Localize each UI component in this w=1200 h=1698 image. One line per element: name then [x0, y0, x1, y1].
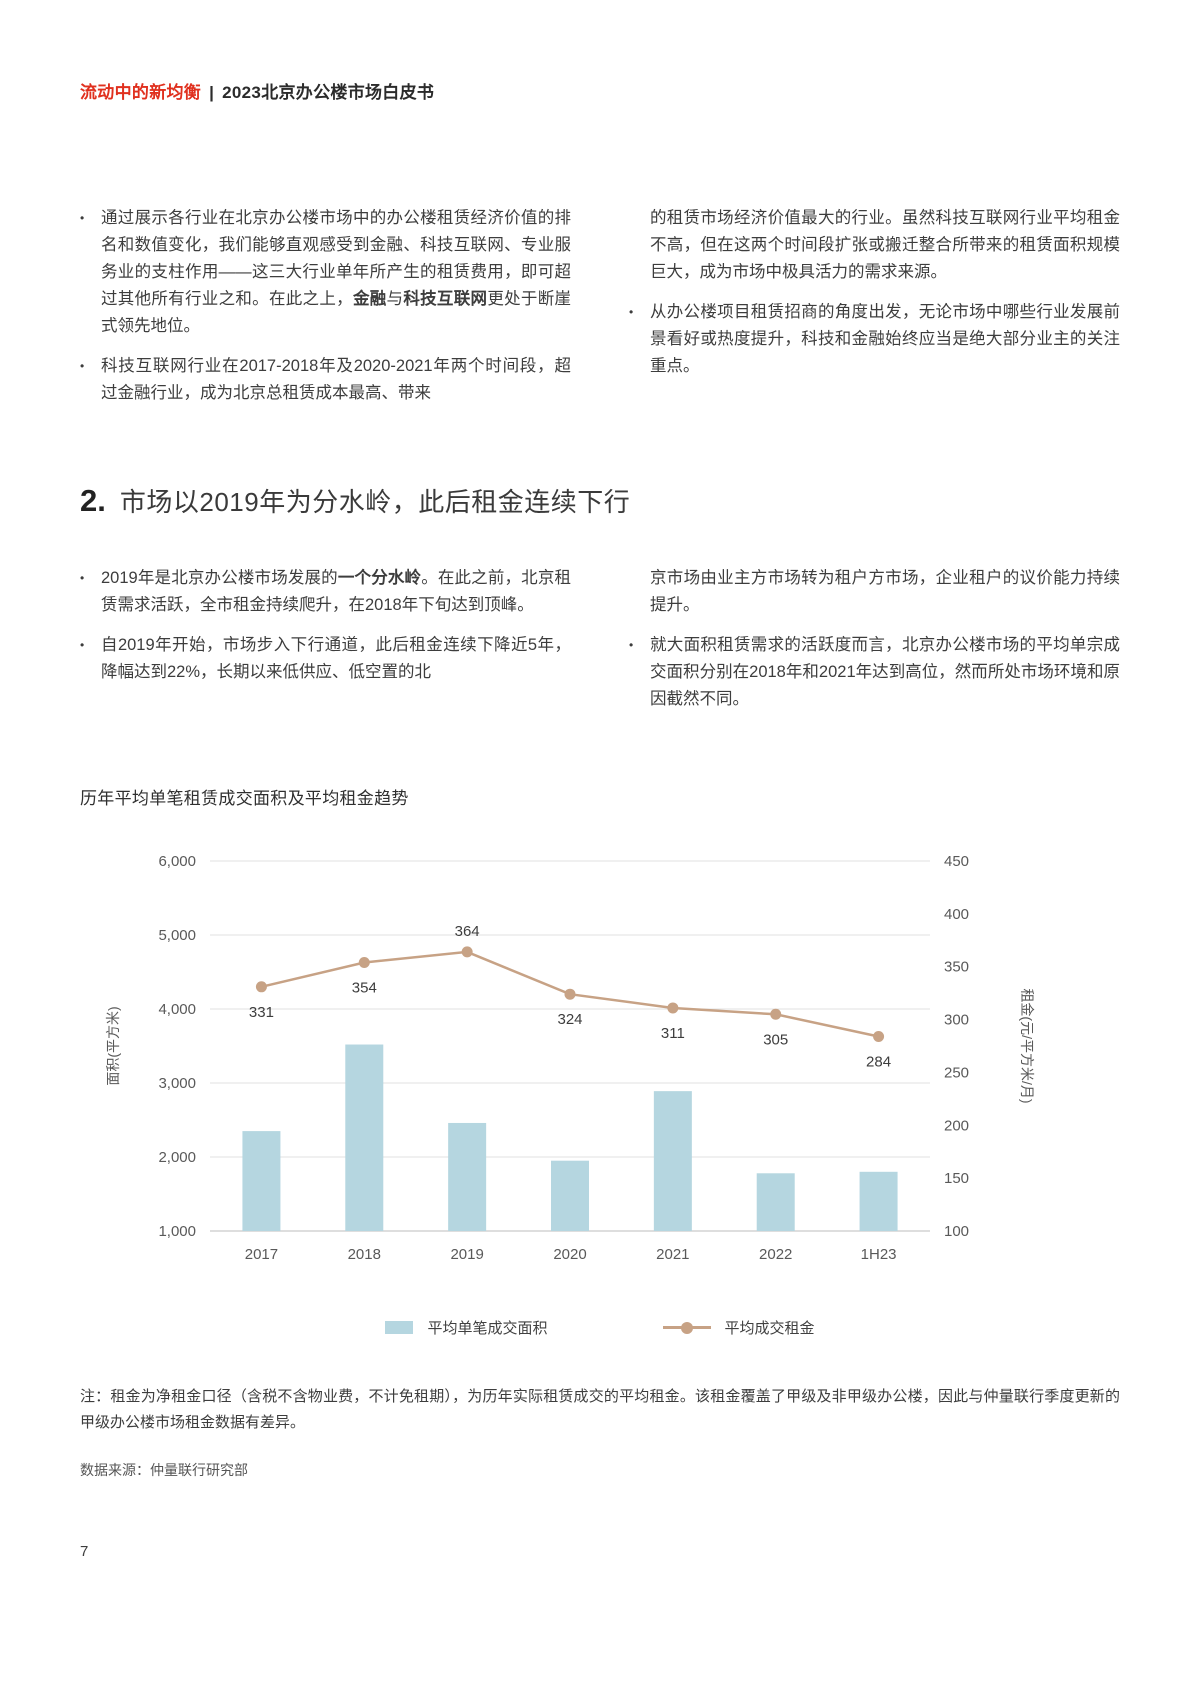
bullet-text: 就大面积租赁需求的活跃度而言，北京办公楼市场的平均单宗成交面积分别在2018年和… [650, 636, 1120, 708]
legend-item: 平均单笔成交面积 [385, 1317, 548, 1338]
chart-legend: 平均单笔成交面积 平均成交租金 [80, 1317, 1120, 1338]
doc-title-name: 2023北京办公楼市场白皮书 [222, 83, 435, 102]
area-bar-1H23 [859, 1171, 898, 1231]
right-axis-tick: 250 [944, 1064, 969, 1081]
bullet-dot: • [80, 359, 85, 373]
bullet-text: 科技互联网行业在2017-2018年及2020-2021年两个时间段，超过金融行… [101, 357, 571, 402]
legend-label: 平均单笔成交面积 [427, 1320, 548, 1337]
rent-point-2017 [255, 981, 267, 993]
rent-data-label: 311 [661, 1025, 685, 1042]
x-axis-label: 2021 [656, 1246, 689, 1263]
intro-section: • 通过展示各行业在北京办公楼市场中的办公楼租赁经济价值的排名和数值变化，我们能够… [80, 205, 1120, 420]
left-axis-title: 面积(平方米) [105, 1006, 121, 1085]
rent-data-label: 331 [249, 1004, 274, 1021]
rent-data-label: 354 [352, 979, 377, 996]
page-header: 流动中的新均衡 | 2023北京办公楼市场白皮书 [80, 78, 1120, 103]
area-bar-2020 [551, 1160, 589, 1231]
area-bar-2019 [448, 1122, 487, 1231]
paragraph-continuation: •的租赁市场经济价值最大的行业。虽然科技互联网行业平均租金不高，但在这两个时间段… [629, 205, 1120, 286]
left-axis-tick: 3,000 [158, 1075, 196, 1092]
section-number: 2. [80, 483, 106, 518]
left-axis-tick: 4,000 [158, 1001, 196, 1018]
rent-data-label: 284 [866, 1053, 891, 1070]
x-axis-label: 2020 [553, 1246, 586, 1263]
bullet-item: • 科技互联网行业在2017-2018年及2020-2021年两个时间段，超过金融… [80, 353, 571, 407]
left-axis-tick: 1,000 [158, 1223, 196, 1240]
combo-chart: 1,000 2,000 3,000 4,000 5,000 6,000 100 150 200 2… [80, 839, 1120, 1309]
bullet-item: • 通过展示各行业在北京办公楼市场中的办公楼租赁经济价值的排名和数值变化，我们能够… [80, 205, 571, 340]
legend-item: 平均成交租金 [662, 1317, 815, 1338]
rent-point-2020 [564, 988, 576, 1000]
rent-point-1H23 [873, 1030, 885, 1042]
right-axis-tick: 300 [944, 1012, 969, 1029]
rent-data-label: 324 [557, 1011, 582, 1028]
doc-title-divider: | [209, 83, 215, 102]
page-number: 7 [80, 1543, 89, 1560]
left-axis-tick: 5,000 [158, 927, 196, 944]
x-axis-label: 2019 [450, 1246, 483, 1263]
legend-label: 平均成交租金 [724, 1320, 815, 1337]
x-axis-label: 1H23 [861, 1246, 897, 1263]
doc-title-theme: 流动中的新均衡 [80, 83, 202, 102]
rent-point-2019 [461, 946, 473, 958]
section-2-body: • 2019年是北京办公楼市场发展的一个分水岭。在此之前，北京租赁需求活跃，全市租… [80, 565, 1120, 726]
bullet-dot: • [80, 638, 85, 652]
bullet-dot: • [80, 211, 85, 225]
chart-title: 历年平均单笔租赁成交面积及平均租金趋势 [80, 789, 409, 808]
intro-left-column: • 通过展示各行业在北京办公楼市场中的办公楼租赁经济价值的排名和数值变化，我们能够… [80, 205, 571, 420]
left-axis-tick: 6,000 [158, 853, 196, 870]
right-axis-tick: 100 [944, 1223, 969, 1240]
bullet-text: 的租赁市场经济价值最大的行业。虽然科技互联网行业平均租金不高，但在这两个时间段扩… [650, 209, 1120, 281]
area-bar-2017 [242, 1131, 281, 1231]
chart-canvas: 1,000 2,000 3,000 4,000 5,000 6,000 100 150 200 2… [105, 853, 1035, 1263]
bullet-text: 从办公楼项目租赁招商的角度出发，无论市场中哪些行业发展前景看好或热度提升，科技和… [650, 303, 1120, 375]
rent-point-2022 [770, 1008, 782, 1020]
area-bar-2018 [345, 1044, 384, 1231]
x-axis-label: 2017 [245, 1246, 278, 1263]
right-axis-tick: 150 [944, 1170, 969, 1187]
rent-data-label: 305 [763, 1031, 788, 1048]
area-bar-2021 [653, 1091, 692, 1231]
right-axis-tick: 450 [944, 853, 969, 870]
bullet-item: • 2019年是北京办公楼市场发展的一个分水岭。在此之前，北京租赁需求活跃，全市租… [80, 565, 571, 619]
section-2-heading: 2. 市场以2019年为分水岭，此后租金连续下行 [80, 482, 1120, 519]
right-axis-tick: 400 [944, 906, 969, 923]
right-axis-title: 租金(元/平方米/月) [1019, 988, 1035, 1103]
legend-bar-swatch [385, 1321, 414, 1334]
bullet-item: • 就大面积租赁需求的活跃度而言，北京办公楼市场的平均单宗成交面积分别在2018年… [629, 632, 1120, 713]
intro-right-column: • 的租赁市场经济价值最大的行业。虽然科技互联网行业平均租金不高，但在这两个时间段… [629, 205, 1120, 420]
data-source: 数据来源：仲量联行研究部 [80, 1462, 248, 1478]
x-axis-label: 2022 [759, 1246, 792, 1263]
right-axis-tick: 200 [944, 1117, 969, 1134]
bullet-item: • 从办公楼项目租赁招商的角度出发，无论市场中哪些行业发展前景看好或热度提升，科技… [629, 299, 1120, 380]
area-bar-2022 [756, 1173, 795, 1231]
chart-footnote: 注：租金为净租金口径（含税不含物业费，不计免租期），为历年实际租赁成交的平均租金… [80, 1388, 1120, 1431]
bullet-text: 2019年是北京办公楼市场发展的一个分水岭。在此之前，北京租赁需求活跃，全市租金… [101, 569, 572, 614]
left-axis-tick: 2,000 [158, 1149, 196, 1166]
section-2-right-column: •京市场由业主方市场转为租户方市场，企业租户的议价能力持续提升。 • 就大面积租赁需… [629, 565, 1120, 726]
rent-point-2018 [358, 956, 370, 968]
legend-line-swatch [662, 1321, 711, 1334]
bullet-dot: • [629, 638, 634, 652]
bullet-item: • 自2019年开始，市场步入下行通道，此后租金连续下降近5年，降幅达到22%，长… [80, 632, 571, 686]
right-axis-tick: 350 [944, 959, 969, 976]
section-title: 市场以2019年为分水岭，此后租金连续下行 [119, 487, 631, 517]
paragraph-continuation: •京市场由业主方市场转为租户方市场，企业租户的议价能力持续提升。 [629, 565, 1120, 619]
bullet-dot: • [629, 305, 634, 319]
bullet-text: 自2019年开始，市场步入下行通道，此后租金连续下降近5年，降幅达到22%，长期… [101, 636, 571, 681]
bullet-text: 京市场由业主方市场转为租户方市场，企业租户的议价能力持续提升。 [650, 569, 1120, 614]
bullet-text: 通过展示各行业在北京办公楼市场中的办公楼租赁经济价值的排名和数值变化，我们能够直… [101, 209, 572, 335]
rent-data-label: 364 [455, 923, 480, 940]
x-axis-label: 2018 [348, 1246, 381, 1263]
rent-point-2021 [667, 1002, 679, 1014]
bullet-dot: • [80, 571, 85, 585]
section-2-left-column: • 2019年是北京办公楼市场发展的一个分水岭。在此之前，北京租赁需求活跃，全市租… [80, 565, 571, 726]
